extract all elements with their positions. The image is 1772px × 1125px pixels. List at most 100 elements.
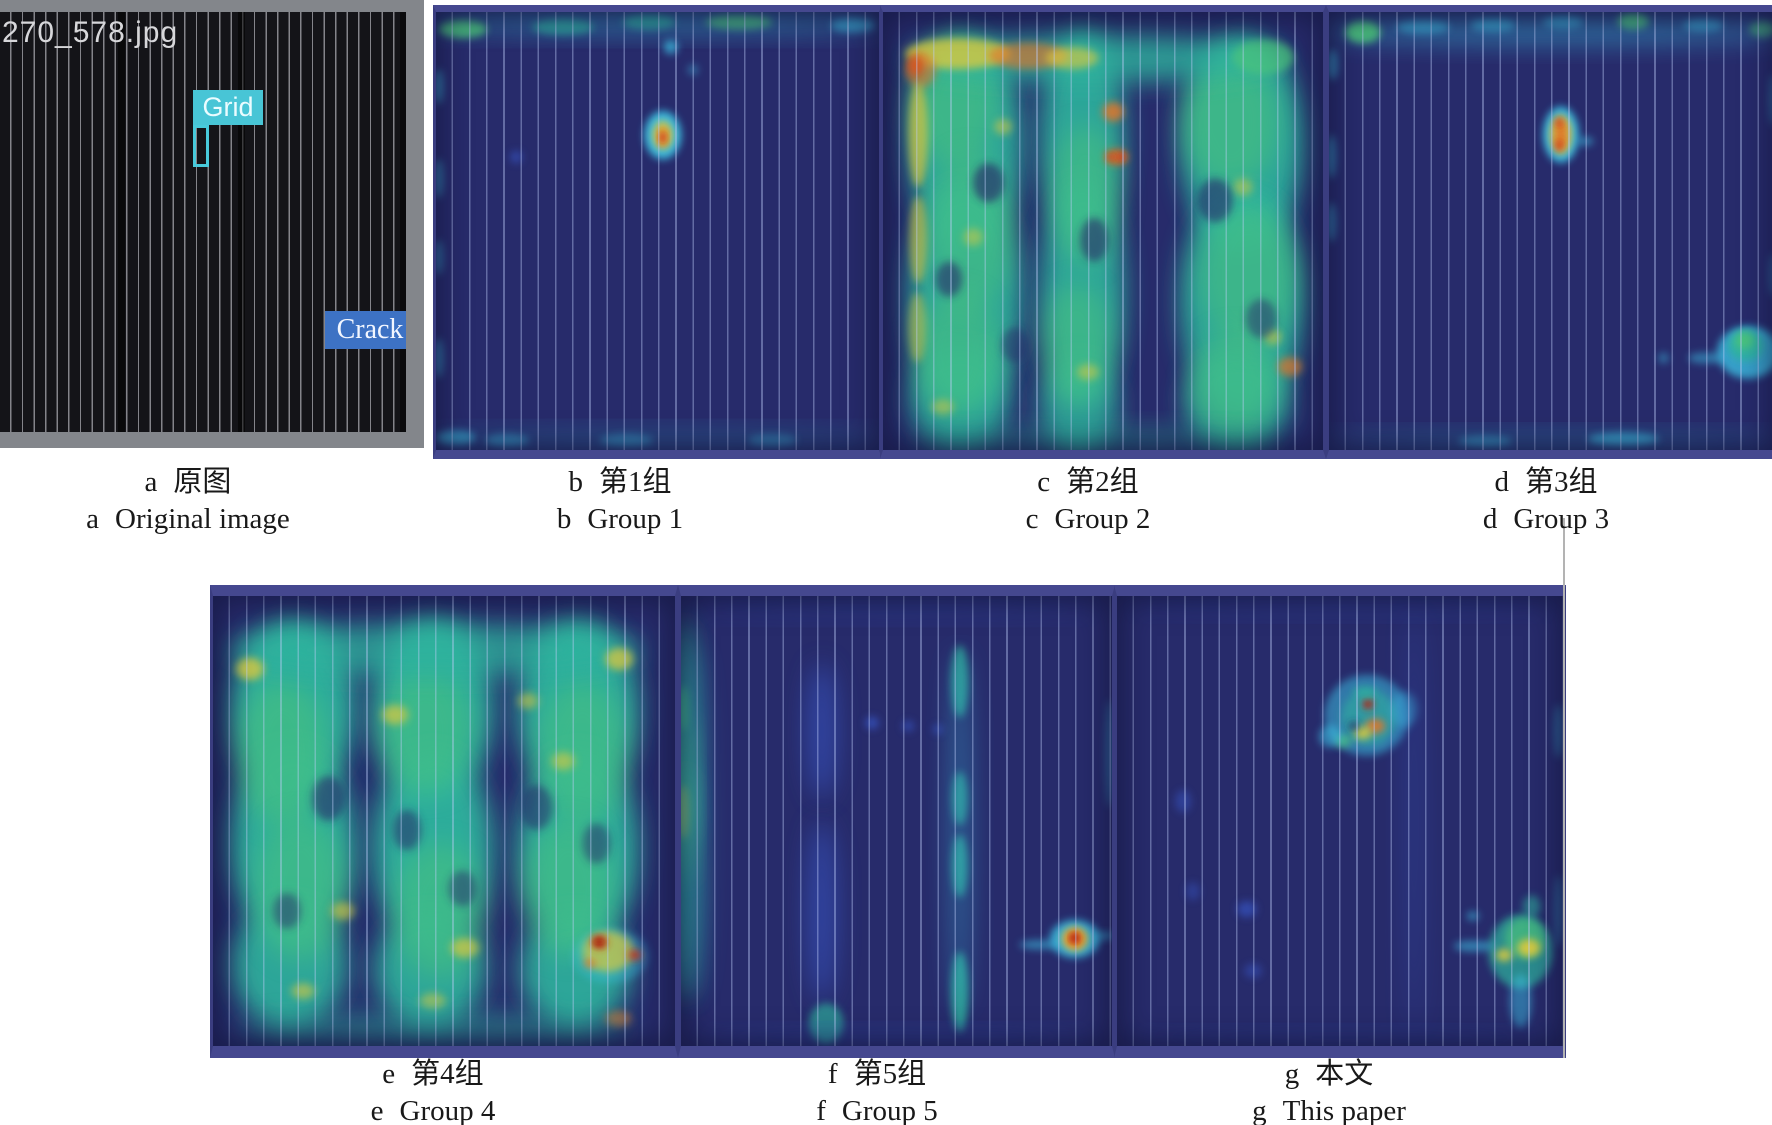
- busbar-stripes: [681, 596, 1112, 1046]
- heatmap-blob: [236, 1014, 634, 1042]
- heatmap-blob: [973, 163, 1004, 203]
- heatmap-blob: [436, 430, 476, 445]
- heatmap-blob: [450, 938, 479, 958]
- caption-group2: c 第2组 c Group 2: [1025, 466, 1151, 535]
- heatmap-blob: [1329, 134, 1336, 179]
- heatmap-blob: [382, 704, 408, 725]
- heatmap-blob: [1466, 911, 1480, 921]
- heatmap-blob: [1319, 725, 1342, 748]
- heatmap-blob: [913, 292, 1002, 415]
- heatmap-blob: [830, 18, 876, 33]
- heatmap-blob: [1197, 178, 1233, 223]
- heatmap-blob: [1555, 139, 1563, 152]
- heatmap-blob: [584, 958, 596, 968]
- heatmap-blob: [902, 720, 915, 732]
- caption-group1: b 第1组 b Group 1: [556, 466, 684, 535]
- heatmap-blob: [1134, 1031, 1546, 1043]
- heatmap-blob: [1174, 789, 1192, 813]
- heatmap-panel-group1: [433, 5, 882, 459]
- caption-group3: d 第3组 d Group 3: [1482, 466, 1610, 535]
- grid-defect-bounding-box: [193, 125, 209, 167]
- heatmap-blob: [1769, 73, 1772, 126]
- heatmap-blob: [905, 52, 936, 88]
- heatmap-blob: [582, 823, 611, 864]
- heatmap-blob: [536, 681, 629, 826]
- heatmap-blob: [312, 776, 345, 821]
- heatmap-blob: [628, 949, 641, 961]
- heatmap-blob: [1106, 153, 1115, 161]
- heatmap-blob: [1232, 39, 1294, 75]
- heatmap-panel-group4: [210, 585, 678, 1058]
- heatmap-blob: [705, 15, 773, 30]
- heatmap-blob: [1329, 202, 1336, 242]
- heatmap-blob: [1080, 217, 1109, 262]
- heatmap-blob: [702, 602, 1091, 617]
- heatmap-blob: [1329, 49, 1338, 80]
- heatmap-blob: [1185, 882, 1200, 901]
- caption-original: a 原图 a Original image: [86, 466, 290, 535]
- heatmap-blob: [1045, 47, 1099, 69]
- heatmap-blob: [1555, 117, 1563, 128]
- heatmap-blob: [1233, 178, 1253, 196]
- heatmap-blob: [436, 158, 444, 199]
- heatmap-blob: [932, 724, 944, 735]
- heatmap-blob: [1001, 327, 1029, 363]
- heatmap-blob: [1277, 357, 1303, 377]
- heatmap-blob: [1517, 938, 1541, 957]
- busbar-stripes: [883, 12, 1323, 450]
- panel-vignette: [1117, 596, 1563, 1046]
- heatmap-blob: [1683, 19, 1724, 32]
- heatmap-blob: [946, 650, 973, 1010]
- heatmap-blob: [687, 64, 699, 76]
- heatmap-blob: [994, 118, 1012, 135]
- heatmap-blob: [1102, 102, 1124, 122]
- heatmap-blob: [806, 663, 838, 799]
- heatmap-blob: [909, 195, 927, 284]
- heatmap-blob: [1077, 364, 1100, 380]
- heatmap-blob: [438, 20, 488, 38]
- heatmap-blob: [484, 434, 530, 447]
- heatmap-blob: [622, 15, 676, 30]
- heatmap-blob: [935, 261, 963, 297]
- panel-vignette: [436, 12, 879, 450]
- heatmap-blob: [1522, 895, 1541, 918]
- heatmap-blob: [379, 668, 472, 794]
- heatmap-blob: [1554, 875, 1563, 947]
- heatmap-blob: [931, 399, 954, 415]
- solar-cell-photo: 270_578.jpg Grid Crack: [0, 12, 406, 432]
- heatmap-blob: [663, 40, 678, 55]
- heatmap-blob: [963, 228, 983, 246]
- heatmap-blob: [1353, 726, 1372, 740]
- heatmap-blob: [1458, 435, 1512, 447]
- heatmap-blob: [1116, 152, 1126, 162]
- heatmap-blob: [908, 292, 927, 363]
- heatmap-blob: [436, 239, 444, 275]
- heatmap-blob: [1496, 948, 1513, 962]
- heatmap-blob: [1094, 932, 1112, 940]
- heatmap-blob: [908, 82, 928, 188]
- heatmap-blob: [1182, 55, 1279, 188]
- heatmap-blob: [1345, 21, 1381, 44]
- heatmap-blob: [551, 752, 575, 771]
- cell-seam: [238, 12, 245, 432]
- heatmap-blob: [1543, 15, 1584, 29]
- heatmap-blob: [1329, 433, 1772, 448]
- panel-vignette: [1329, 12, 1772, 450]
- caption-group5: f 第5组 f Group 5: [816, 1058, 938, 1125]
- heatmap-blob: [226, 623, 643, 677]
- busbar-stripes: [213, 596, 675, 1046]
- heatmap-blob: [605, 647, 633, 671]
- heatmap-blob: [1617, 13, 1649, 30]
- panel-original-image: 270_578.jpg Grid Crack: [0, 0, 424, 448]
- heatmap-blob: [1554, 704, 1563, 758]
- heatmap-blob: [1749, 21, 1772, 37]
- figure-edge-line: [1563, 518, 1565, 1058]
- heatmap-blob: [419, 992, 446, 1010]
- heatmap-blob: [660, 131, 666, 144]
- heatmap-panel-group3: [1326, 5, 1772, 459]
- heatmap-blob: [1191, 331, 1279, 437]
- heatmap-blob: [1352, 686, 1377, 698]
- caption-this-paper: g 本文 g This paper: [1252, 1058, 1406, 1125]
- heatmap-blob: [448, 870, 477, 907]
